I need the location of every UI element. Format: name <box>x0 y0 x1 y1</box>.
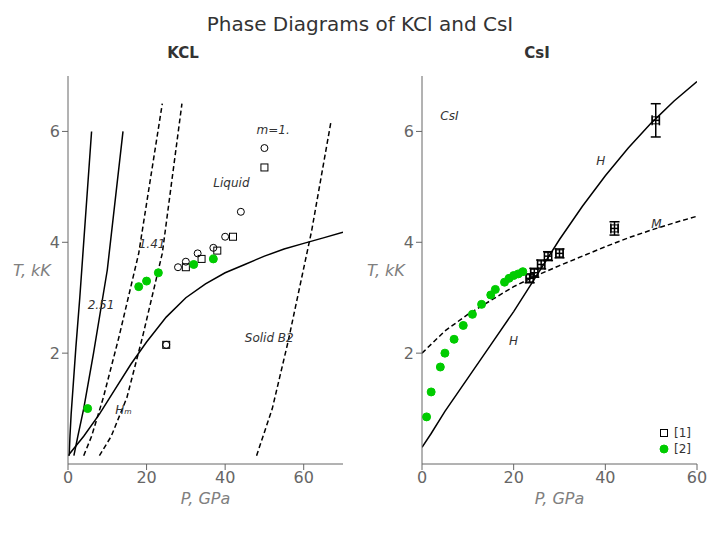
html-text:[2]: [2] <box>674 442 691 456</box>
html-text:KCL: KCL <box>167 44 199 62</box>
svg-text:CsI: CsI <box>440 109 459 123</box>
svg-text:m=1.: m=1. <box>257 123 290 137</box>
html-text:Phase Diagrams of KCl and CsI: Phase Diagrams of KCl and CsI <box>206 12 514 36</box>
svg-text:T, kK: T, kK <box>13 261 52 280</box>
svg-text:6: 6 <box>404 122 414 141</box>
svg-text:40: 40 <box>595 468 615 487</box>
svg-text:1.41: 1.41 <box>139 237 166 251</box>
svg-text:2.51: 2.51 <box>88 298 115 312</box>
svg-text:H: H <box>596 154 605 168</box>
svg-text:2: 2 <box>50 344 60 363</box>
svg-text:T, kK: T, kK <box>367 261 406 280</box>
svg-text:60: 60 <box>687 468 707 487</box>
svg-text:Solid B2: Solid B2 <box>245 331 294 345</box>
html-text:[1]: [1] <box>674 426 691 440</box>
svg-text:Liquid: Liquid <box>213 176 250 190</box>
html-text:CsI: CsI <box>524 44 550 62</box>
svg-text:P, GPa: P, GPa <box>181 489 230 508</box>
svg-text:20: 20 <box>503 468 523 487</box>
svg-text:6: 6 <box>50 122 60 141</box>
svg-text:40: 40 <box>215 468 235 487</box>
svg-text:Hₘ: Hₘ <box>115 403 131 417</box>
svg-text:20: 20 <box>136 468 156 487</box>
svg-text:60: 60 <box>294 468 314 487</box>
svg-text:4: 4 <box>50 233 60 252</box>
svg-text:H: H <box>509 334 518 348</box>
svg-text:M: M <box>651 217 662 231</box>
svg-text:0: 0 <box>63 468 73 487</box>
svg-text:4: 4 <box>404 233 414 252</box>
svg-text:P, GPa: P, GPa <box>535 489 584 508</box>
svg-text:2: 2 <box>404 344 414 363</box>
svg-text:0: 0 <box>417 468 427 487</box>
